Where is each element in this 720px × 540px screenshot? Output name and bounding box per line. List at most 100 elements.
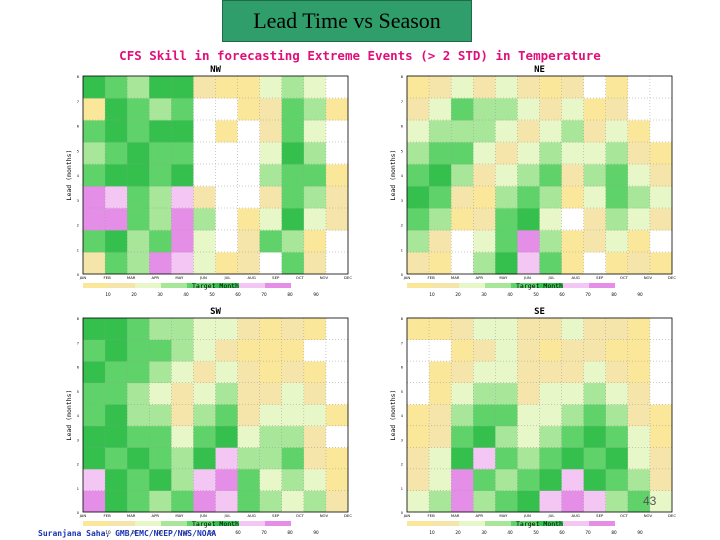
heatmap-cell [193,490,216,513]
heatmap-cell [627,164,651,187]
colorbar-label: 70 [261,292,267,297]
heatmap-cell [303,186,327,209]
heatmap-cell [303,425,327,448]
colorbar-label: 70 [261,530,267,535]
heatmap-cell [237,164,261,187]
heatmap-cell [193,230,216,253]
heatmap-cell [259,468,283,491]
x-tick-label: AUG [247,275,255,280]
heatmap-cell [627,120,651,143]
heatmap-cell [451,208,474,231]
heatmap-cell [473,230,496,253]
heatmap-cell [539,252,562,275]
heatmap-cell [495,447,518,470]
heatmap-cell [451,339,474,362]
heatmap-cell [407,76,430,99]
heatmap-cell [303,142,327,165]
heatmap-cell [281,490,305,513]
heatmap-cell [561,339,585,362]
heatmap-cell [83,339,106,362]
y-tick-label: 8 [77,317,79,321]
heatmap-cell [407,361,430,384]
heatmap-cell [539,98,562,121]
x-tick-label: DEC [344,275,352,280]
heatmap-cell [561,447,585,470]
heatmap-cell [259,404,283,427]
heatmap-cell [259,447,283,470]
heatmap-cell [605,425,629,448]
heatmap-cell [561,252,585,275]
y-tick-label: 3 [401,199,403,203]
x-tick-label: FEB [103,513,111,518]
heatmap-cell [325,404,349,427]
x-tick-label: FEB [427,275,435,280]
heatmap-cell [539,404,562,427]
heatmap-cell [583,186,607,209]
heatmap-cell [83,252,106,275]
heatmap-cell [451,361,474,384]
heatmap-cell [561,230,585,253]
heatmap-cell [451,318,474,340]
heatmap-cell [281,120,305,143]
heatmap-cell [215,98,238,121]
colorbar-label: 70 [585,530,591,535]
heatmap-cell [127,230,150,253]
heatmap-cell [83,404,106,427]
heatmap-cell [429,382,452,405]
heatmap-cell [171,318,194,340]
heatmap-cell [429,76,452,99]
heatmap-cell [193,76,216,99]
heatmap-cell [539,468,562,491]
colorbar-label: 10 [105,530,111,535]
heatmap-cell [105,76,128,99]
heatmap-cell [605,339,629,362]
heatmap-cell [259,230,283,253]
heatmap-cell [429,98,452,121]
heatmap-cell [561,76,585,99]
x-tick-label: MAR [127,275,136,280]
heatmap-cell [539,490,562,513]
y-tick-label: 7 [401,100,403,104]
heatmap-cell [649,447,673,470]
colorbar-segment [239,283,265,288]
heatmap-cell [83,382,106,405]
heatmap-cell [561,382,585,405]
heatmap-cell [105,404,128,427]
y-tick-label: 0 [77,511,79,515]
heatmap-cell [451,120,474,143]
heatmap-cell [149,361,172,384]
heatmap-cell [539,76,562,99]
heatmap-cell [171,230,194,253]
heatmap-cell [127,382,150,405]
heatmap-cell [517,318,540,340]
heatmap-cell [495,186,518,209]
colorbar-label: 90 [313,530,319,535]
heatmap-cell [215,339,238,362]
heatmap-cell [407,98,430,121]
heatmap-cell [407,318,430,340]
heatmap-cell [149,382,172,405]
heatmap-cell [105,230,128,253]
heatmap-cell [127,490,150,513]
heatmap-cell [517,468,540,491]
heatmap-cell [149,208,172,231]
colorbar-segment [433,521,459,526]
heatmap-cell [259,98,283,121]
colorbar-segment [407,521,433,526]
heatmap-cell [127,98,150,121]
heatmap-cell [627,468,651,491]
heatmap-cell [127,361,150,384]
heatmap-cell [259,425,283,448]
heatmap-cell [193,98,216,121]
y-tick-label: 1 [401,487,403,491]
heatmap-cell [259,164,283,187]
y-tick-label: 4 [77,174,80,178]
heatmap-cell [83,76,106,99]
heatmap-cell [473,339,496,362]
heatmap-cell [325,490,349,513]
x-tick-label: MAR [127,513,136,518]
heatmap-cell [237,186,261,209]
heatmap-cell [583,447,607,470]
heatmap-cell [215,186,238,209]
heatmap-cell [149,98,172,121]
